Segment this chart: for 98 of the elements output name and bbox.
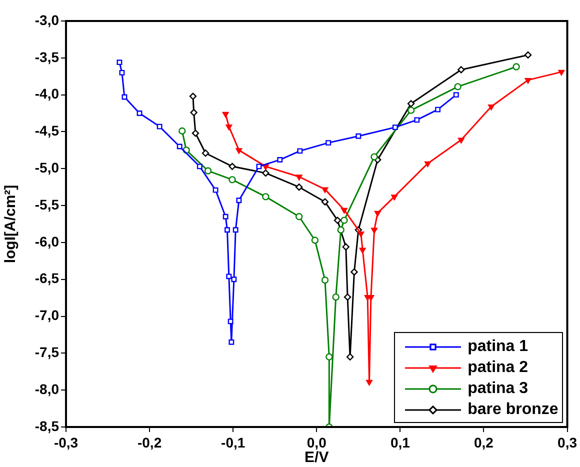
point [341,208,348,214]
point [295,183,303,191]
point [407,106,415,114]
point [277,157,283,162]
point [340,216,348,224]
y-tick-label: -4,0 [34,86,60,102]
point [435,106,440,112]
y-tick-label: -5,5 [34,196,60,212]
x-tick-label: 0,3 [558,434,578,450]
x-tick-label: 0,2 [474,434,494,450]
point [189,92,197,100]
point [190,108,198,116]
legend-label: patina 2 [468,358,528,376]
y-tick-label: -3,5 [34,48,60,65]
x-tick-label: -0,1 [221,434,246,450]
point [231,276,237,282]
point [458,138,464,144]
legend-label: patina 1 [468,338,528,356]
point [334,216,342,224]
x-axis-title: E/V [304,449,329,466]
point [196,164,202,170]
point [424,161,431,168]
y-tick-label: -5,0 [34,159,60,176]
point [342,243,350,250]
point [178,127,186,135]
point [202,150,210,157]
point [262,169,270,177]
point [321,276,329,284]
point [256,164,262,170]
point [236,198,242,204]
point [488,104,494,110]
x-tick-label: -0,2 [137,434,162,450]
point [156,124,162,130]
point [326,140,332,146]
point [204,167,212,174]
point [262,193,270,200]
point [119,70,125,76]
point [392,124,398,130]
point [226,274,232,280]
point [370,153,378,160]
legend-label: patina 3 [468,380,528,398]
point [222,112,229,118]
point [414,117,420,123]
point [558,70,565,76]
point [228,318,234,324]
x-tick-label: 0,1 [390,434,410,450]
point [407,100,415,108]
point [356,133,362,139]
y-tick-label: -7,0 [34,307,60,324]
y-tick-label: -6,0 [34,233,60,250]
point [358,231,364,238]
point [212,187,218,193]
x-tick-label: -0,3 [54,434,78,450]
point [232,227,238,233]
point [346,353,354,360]
y-tick-label: -4,5 [34,122,60,139]
point [226,124,232,130]
point [337,226,344,234]
point [359,248,366,254]
point [374,210,381,217]
point [116,60,122,66]
point [297,148,303,154]
point [344,293,352,301]
x-tick-label: 0,0 [306,434,327,450]
point [228,339,234,345]
point [228,162,236,170]
point [136,110,142,116]
point [391,194,398,200]
y-axis-title: logI[A/cm²] [2,184,20,264]
point [224,227,230,233]
point [366,380,372,386]
point [524,78,532,84]
point [350,268,358,276]
y-tick-label: -7,5 [34,344,60,360]
point [296,174,302,180]
point [176,144,182,150]
point [192,130,200,137]
point [524,51,532,59]
point [453,92,459,98]
point [322,187,328,193]
point [458,66,465,74]
legend-label: bare bronze [468,400,558,418]
point [295,213,303,220]
point [454,83,462,90]
y-tick-label: -8,0 [34,380,60,397]
y-tick-label: -6,5 [34,270,60,286]
point [512,63,520,70]
y-tick-label: -8,5 [34,418,60,434]
point [122,94,128,100]
point [228,176,236,184]
point [371,228,378,234]
point [326,353,333,360]
point [332,293,340,301]
point [222,214,228,220]
point [236,148,242,154]
y-tick-label: -3,0 [34,12,60,28]
point [311,236,319,244]
point [321,198,329,206]
